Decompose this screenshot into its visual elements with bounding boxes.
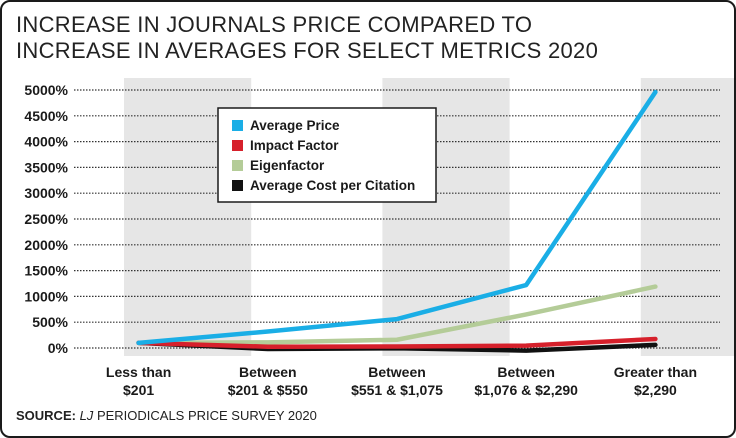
legend-box (217, 107, 437, 203)
background-band (640, 78, 734, 356)
chart-title-line-2: INCREASE IN AVERAGES FOR SELECT METRICS … (16, 38, 599, 63)
y-tick-label: 3000% (24, 185, 68, 201)
legend-label: Impact Factor (250, 138, 339, 153)
source-note: SOURCE: LJ PERIODICALS PRICE SURVEY 2020 (16, 408, 317, 423)
x-tick-label: Between (368, 364, 426, 380)
y-tick-label: 1500% (24, 263, 68, 279)
legend-swatch (232, 180, 243, 191)
series-line (136, 89, 658, 346)
legend-swatch (232, 160, 243, 171)
y-tick-label: 0% (48, 340, 69, 356)
x-tick-label: Between (239, 364, 297, 380)
series-line (136, 336, 658, 349)
legend-label: Average Price (250, 118, 340, 133)
y-tick-label: 1000% (24, 288, 68, 304)
source-label: SOURCE: (16, 408, 76, 423)
legend-swatch (232, 140, 243, 151)
chart-title-line-1: INCREASE IN JOURNALS PRICE COMPARED TO (16, 12, 533, 37)
x-tick-label: Greater than (614, 364, 697, 380)
legend-label: Average Cost per Citation (250, 178, 415, 193)
x-tick-label: $1,076 & $2,290 (474, 382, 578, 398)
y-tick-label: 500% (32, 314, 68, 330)
x-tick-label: $2,290 (634, 382, 677, 398)
y-tick-label: 4500% (24, 108, 68, 124)
x-tick-label: Less than (106, 364, 171, 380)
y-tick-label: 5000% (24, 82, 68, 98)
y-tick-label: 3500% (24, 159, 68, 175)
y-tick-label: 4000% (24, 134, 68, 150)
legend-swatch (232, 120, 243, 131)
x-tick-label: $551 & $1,075 (351, 382, 443, 398)
y-tick-label: 2500% (24, 211, 68, 227)
chart-title: INCREASE IN JOURNALS PRICE COMPARED TO I… (16, 12, 598, 64)
source-publication: LJ (79, 408, 94, 423)
x-tick-label: $201 & $550 (228, 382, 308, 398)
y-tick-label: 2000% (24, 237, 68, 253)
x-tick-label: $201 (123, 382, 154, 398)
legend-label: Eigenfactor (250, 158, 325, 173)
x-tick-label: Between (497, 364, 555, 380)
source-text: PERIODICALS PRICE SURVEY 2020 (96, 408, 317, 423)
series-line (136, 284, 658, 346)
